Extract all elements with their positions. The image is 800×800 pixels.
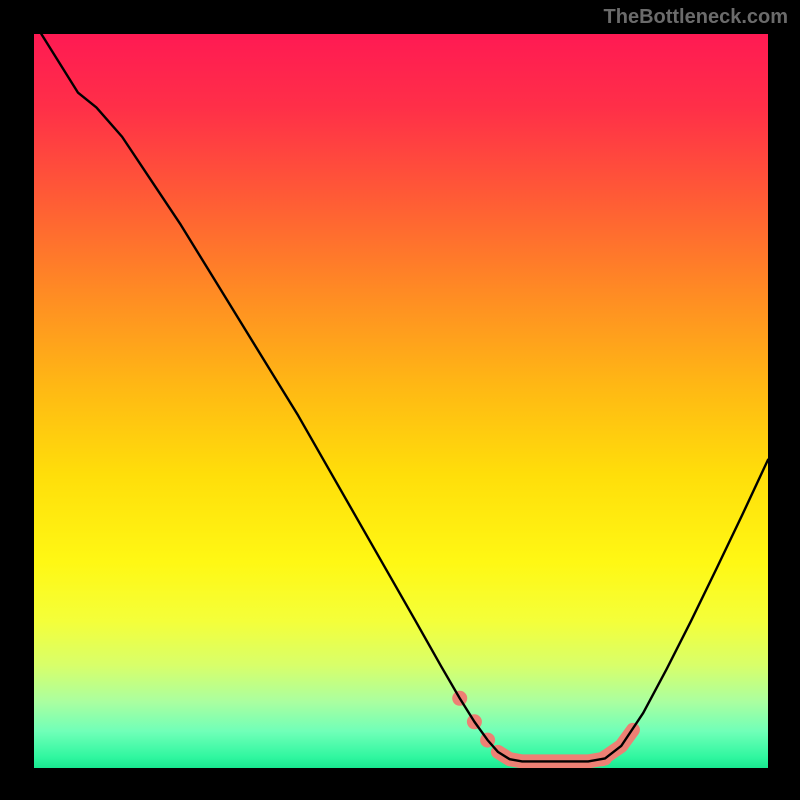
highlight-marker: [452, 691, 467, 706]
chart-plot-area: [34, 34, 768, 768]
highlight-marker: [480, 733, 495, 748]
highlight-segment: [498, 752, 605, 762]
bottleneck-curve: [41, 34, 768, 761]
highlight-marker: [467, 714, 482, 729]
highlight-segment: [602, 730, 633, 759]
chart-svg: [34, 34, 768, 768]
watermark-text: TheBottleneck.com: [604, 6, 788, 29]
